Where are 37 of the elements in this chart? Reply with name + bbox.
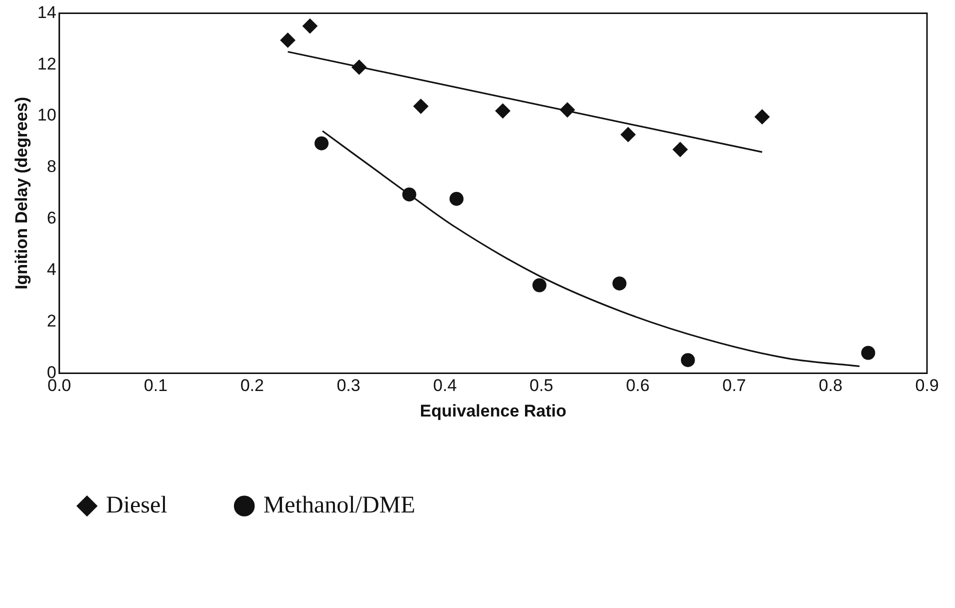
y-tick-label: 12 [37,54,56,74]
legend-label: Diesel [106,492,168,518]
point [314,136,329,150]
x-tick-label: 0.8 [818,376,842,396]
point [680,353,695,368]
x-tick-label: 0.3 [336,376,360,396]
legend-label: Methanol/DME [263,492,416,518]
point [450,192,464,206]
x-tick-label: 0.7 [722,376,746,396]
point [352,60,367,75]
point [402,187,416,202]
y-tick-label: 2 [46,311,56,330]
x-tick-label: 0.2 [240,376,264,396]
x-tick-label: 0.1 [144,376,168,396]
y-tick-label: 6 [46,208,56,228]
x-tick-label: 0.5 [530,376,554,396]
y-axis-title: Ignition Delay (degrees) [12,96,31,290]
point [413,98,428,114]
point [754,109,770,124]
point [280,32,296,48]
point [620,127,636,142]
point [495,103,510,118]
x-tick-label: 0.4 [433,376,457,396]
x-tick-label: 0.9 [915,376,939,396]
y-tick-label: 4 [46,260,56,280]
x-tick-label: 0.6 [626,376,650,396]
y-tick-label: 8 [46,157,56,176]
point [861,346,876,360]
point [560,102,575,118]
point [612,276,626,290]
point [302,18,318,34]
y-tick-label: 14 [37,2,56,22]
x-axis-title: Equivalence Ratio [420,401,566,420]
point [672,142,688,157]
y-tick-label: 10 [37,106,56,125]
line-series [322,130,860,368]
point [532,278,546,292]
